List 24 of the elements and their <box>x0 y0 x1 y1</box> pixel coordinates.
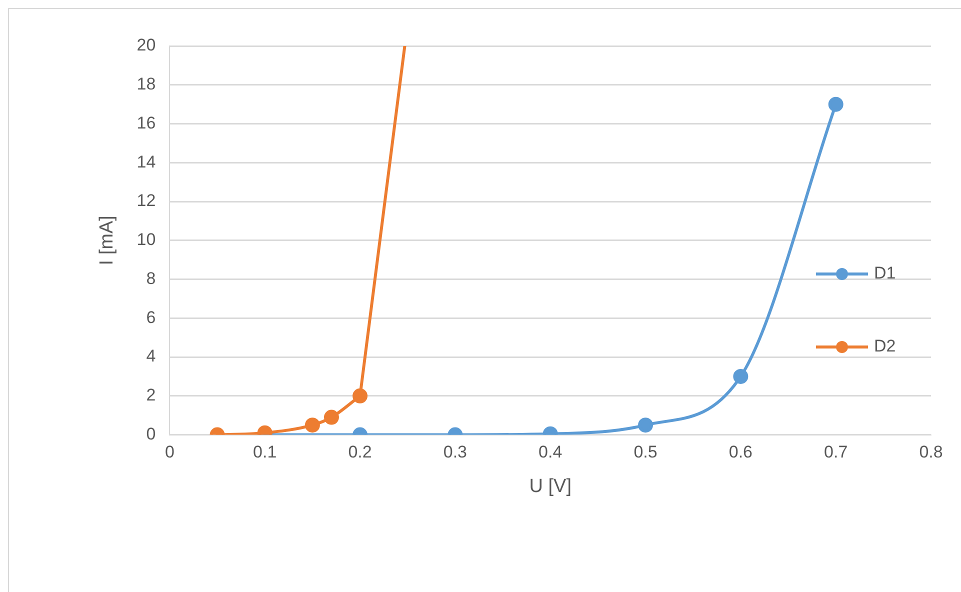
y-tick-label: 12 <box>136 191 156 210</box>
x-tick-label: 0 <box>164 442 174 462</box>
y-tick-label: 16 <box>136 113 156 132</box>
x-tick-label: 0.8 <box>919 442 943 462</box>
x-tick-label: 0.3 <box>443 442 468 462</box>
y-axis-title: I [mA] <box>96 216 118 266</box>
y-tick-label: 4 <box>146 346 156 366</box>
x-tick-label: 0.6 <box>728 442 752 462</box>
y-tick-label: 0 <box>146 424 156 444</box>
x-tick-label: 0.4 <box>538 442 562 462</box>
x-tick-label: 0.1 <box>253 442 277 462</box>
y-tick-label: 18 <box>136 74 156 94</box>
y-tick-label: 10 <box>136 230 156 250</box>
y-tick-label: 8 <box>146 268 156 288</box>
y-tick-label: 14 <box>136 152 156 172</box>
x-tick-label: 0.7 <box>824 442 848 462</box>
y-tick-label: 2 <box>146 386 156 405</box>
x-tick-label: 0.5 <box>634 442 658 462</box>
y-tick-label: 20 <box>136 36 156 55</box>
x-axis-title: U [V] <box>529 476 572 497</box>
legend-label: D1 <box>874 264 896 283</box>
x-tick-label: 0.2 <box>348 442 372 462</box>
y-tick-label: 6 <box>146 308 156 327</box>
legend-label: D2 <box>874 336 896 356</box>
